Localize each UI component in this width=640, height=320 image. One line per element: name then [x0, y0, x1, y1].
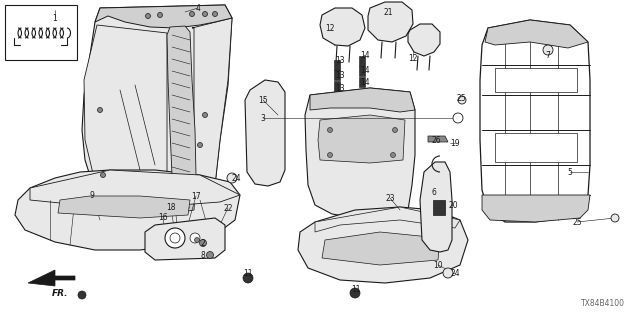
Text: 26: 26 [431, 135, 441, 145]
Polygon shape [310, 88, 415, 112]
FancyBboxPatch shape [359, 56, 365, 66]
Circle shape [198, 142, 202, 148]
Text: 3: 3 [260, 114, 266, 123]
Circle shape [165, 228, 185, 248]
Text: 13: 13 [335, 84, 345, 92]
Text: 6: 6 [431, 188, 436, 196]
Circle shape [458, 96, 466, 104]
Text: 13: 13 [335, 55, 345, 65]
Polygon shape [320, 8, 365, 46]
FancyBboxPatch shape [5, 5, 77, 60]
FancyBboxPatch shape [359, 77, 365, 87]
Text: 15: 15 [258, 95, 268, 105]
Polygon shape [482, 195, 590, 222]
Circle shape [328, 127, 333, 132]
Circle shape [207, 252, 214, 259]
Polygon shape [318, 115, 405, 163]
FancyBboxPatch shape [359, 66, 365, 76]
Text: 24: 24 [450, 268, 460, 277]
Polygon shape [84, 25, 167, 205]
Polygon shape [408, 24, 440, 56]
Circle shape [611, 214, 619, 222]
Text: 22: 22 [223, 204, 233, 212]
Text: 14: 14 [360, 77, 370, 86]
Polygon shape [322, 232, 440, 265]
Text: 12: 12 [408, 53, 418, 62]
Circle shape [97, 108, 102, 113]
Circle shape [100, 172, 106, 178]
Polygon shape [95, 5, 232, 28]
Circle shape [443, 268, 453, 278]
Circle shape [328, 153, 333, 157]
Text: 7: 7 [545, 51, 550, 60]
Text: 13: 13 [335, 70, 345, 79]
Polygon shape [15, 170, 240, 250]
Circle shape [543, 45, 553, 55]
FancyBboxPatch shape [495, 68, 577, 92]
Text: 18: 18 [166, 203, 176, 212]
FancyBboxPatch shape [334, 81, 340, 91]
Text: 20: 20 [448, 201, 458, 210]
Text: 25: 25 [572, 218, 582, 227]
Text: 11: 11 [351, 285, 361, 294]
FancyBboxPatch shape [495, 133, 577, 162]
Circle shape [145, 13, 150, 19]
Circle shape [190, 233, 200, 243]
Polygon shape [298, 207, 468, 283]
Text: 11: 11 [243, 268, 253, 277]
Polygon shape [428, 136, 448, 142]
Circle shape [350, 288, 360, 298]
Text: 21: 21 [383, 7, 393, 17]
Circle shape [202, 113, 207, 117]
Text: 1: 1 [52, 13, 58, 22]
Circle shape [453, 113, 463, 123]
Polygon shape [30, 170, 240, 207]
Circle shape [202, 12, 207, 17]
Text: 19: 19 [450, 139, 460, 148]
Polygon shape [245, 80, 285, 186]
Text: 2: 2 [200, 238, 205, 247]
Text: 12: 12 [325, 23, 335, 33]
Polygon shape [28, 270, 75, 286]
Circle shape [227, 173, 237, 183]
Circle shape [195, 237, 200, 243]
Text: 25: 25 [456, 93, 466, 102]
Polygon shape [315, 207, 460, 232]
Circle shape [390, 153, 396, 157]
Circle shape [243, 273, 253, 283]
Text: TX84B4100: TX84B4100 [581, 299, 625, 308]
FancyBboxPatch shape [334, 70, 340, 80]
Polygon shape [485, 20, 588, 48]
Text: 5: 5 [568, 167, 572, 177]
Circle shape [392, 127, 397, 132]
Text: 17: 17 [191, 191, 201, 201]
Text: 8: 8 [200, 251, 205, 260]
FancyBboxPatch shape [334, 60, 340, 70]
Polygon shape [145, 218, 225, 260]
Polygon shape [305, 88, 415, 218]
Circle shape [189, 12, 195, 17]
Text: 9: 9 [90, 190, 95, 199]
Text: 14: 14 [360, 51, 370, 60]
Circle shape [170, 233, 180, 243]
Polygon shape [167, 26, 196, 212]
Polygon shape [420, 162, 452, 252]
Polygon shape [58, 196, 190, 218]
Text: FR.: FR. [52, 290, 68, 299]
Text: 16: 16 [158, 212, 168, 221]
Circle shape [212, 12, 218, 17]
Text: 14: 14 [360, 66, 370, 75]
Polygon shape [368, 2, 413, 42]
Text: 23: 23 [385, 194, 395, 203]
Polygon shape [433, 200, 445, 215]
Circle shape [157, 12, 163, 18]
Circle shape [200, 239, 207, 246]
Circle shape [78, 291, 86, 299]
Text: 24: 24 [231, 173, 241, 182]
Polygon shape [192, 18, 232, 210]
Text: 10: 10 [433, 260, 443, 269]
Polygon shape [480, 20, 590, 222]
Polygon shape [82, 5, 232, 218]
Text: 4: 4 [196, 4, 200, 12]
